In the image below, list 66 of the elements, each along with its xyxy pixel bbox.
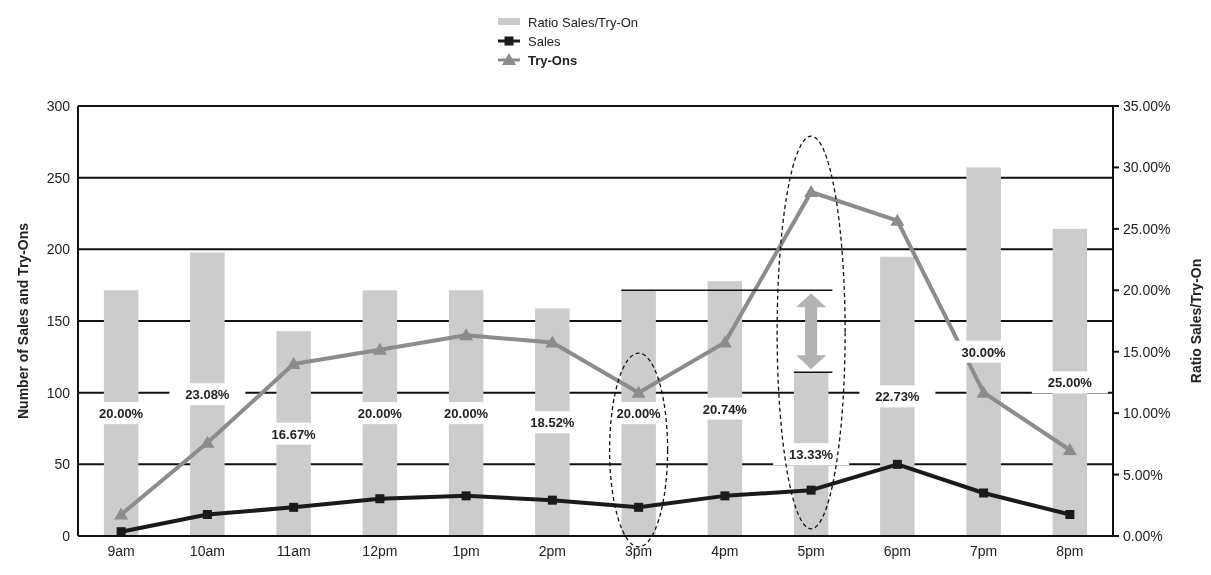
y2-tick-label: 10.00% <box>1123 405 1171 422</box>
legend-label: Sales <box>528 34 562 49</box>
point <box>547 495 557 505</box>
x-tick-label: 4pm <box>711 543 739 559</box>
y2-tick-label: 15.00% <box>1123 343 1171 360</box>
y2-tick-label: 25.00% <box>1123 220 1171 237</box>
point <box>892 459 902 469</box>
x-tick-label: 1pm <box>452 543 480 559</box>
point <box>202 510 212 519</box>
data-label: 20.00% <box>616 406 662 422</box>
x-tick-label: 6pm <box>883 543 911 559</box>
data-label: 20.00% <box>444 406 489 422</box>
data-label: 16.67% <box>271 426 317 442</box>
y2-tick-label: 20.00% <box>1123 282 1171 299</box>
y-tick-label: 200 <box>46 241 71 258</box>
y2-axis-title: Ratio Sales/Try-On <box>1188 258 1204 384</box>
data-label: 20.00% <box>357 406 403 422</box>
point <box>114 507 129 520</box>
point <box>979 488 989 498</box>
point <box>461 491 471 501</box>
data-label: 23.08% <box>185 387 230 403</box>
point <box>720 491 730 501</box>
y-tick-label: 0 <box>62 528 71 544</box>
x-tick-label: 12pm <box>362 543 398 559</box>
data-label: 25.00% <box>1047 375 1093 391</box>
point <box>631 385 646 398</box>
y2-tick-label: 0.00% <box>1123 528 1163 544</box>
x-tick-label: 11am <box>276 543 311 559</box>
legend-label: Ratio Sales/Try-On <box>528 15 639 30</box>
x-tick-label: 3pm <box>625 543 653 559</box>
y-axis-title: Number of Sales and Try-Ons <box>15 222 31 420</box>
y2-tick-label: 35.00% <box>1123 98 1171 114</box>
point <box>545 335 560 348</box>
x-tick-label: 2pm <box>538 543 566 559</box>
point <box>634 502 644 512</box>
y2-tick-label: 30.00% <box>1123 159 1171 176</box>
data-label: 18.52% <box>530 415 575 431</box>
point <box>804 185 819 197</box>
point <box>286 357 301 369</box>
data-label: 30.00% <box>961 344 1007 360</box>
point <box>289 502 299 512</box>
data-label: 20.74% <box>702 401 748 417</box>
data-label: 22.73% <box>875 389 920 405</box>
point <box>806 485 816 495</box>
y-tick-label: 250 <box>46 169 71 186</box>
point <box>890 213 905 226</box>
y-tick-label: 300 <box>46 98 71 114</box>
point <box>1065 510 1075 519</box>
data-label: 13.33% <box>789 447 834 463</box>
point <box>375 494 385 504</box>
point <box>459 328 474 341</box>
y2-tick-label: 5.00% <box>1123 466 1163 483</box>
x-tick-label: 9am <box>107 543 135 559</box>
legend-label: Try-Ons <box>528 53 578 68</box>
data-label: 20.00% <box>99 406 144 422</box>
x-tick-label: 10am <box>189 543 225 559</box>
x-tick-label: 8pm <box>1056 543 1084 559</box>
point <box>1062 443 1077 455</box>
y-tick-label: 100 <box>46 384 71 401</box>
y-tick-label: 50 <box>54 456 71 473</box>
point <box>976 385 991 398</box>
point <box>200 435 215 448</box>
y-tick-label: 150 <box>46 313 71 329</box>
x-tick-label: 7pm <box>970 543 998 559</box>
point <box>372 342 387 355</box>
x-tick-label: 5pm <box>797 543 825 559</box>
